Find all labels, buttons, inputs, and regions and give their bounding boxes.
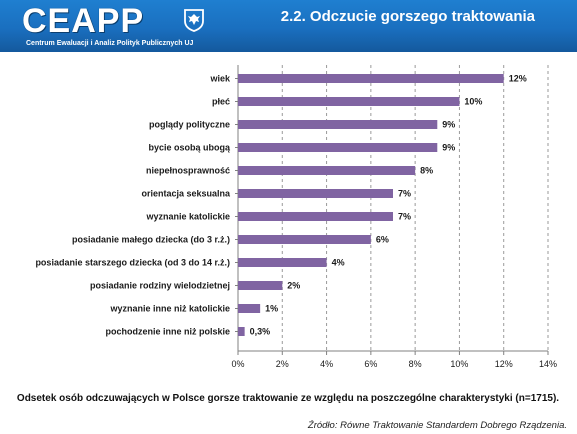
bar xyxy=(238,74,504,83)
eagle-emblem-icon xyxy=(184,9,204,32)
chart-caption: Odsetek osób odczuwających w Polsce gors… xyxy=(16,393,560,404)
value-label: 6% xyxy=(376,235,389,245)
x-tick-label: 4% xyxy=(320,359,333,369)
bar xyxy=(238,235,371,244)
value-label: 10% xyxy=(464,97,482,107)
category-label: posiadanie starszego dziecka (od 3 do 14… xyxy=(35,258,230,268)
category-label: niepełnosprawność xyxy=(146,166,230,176)
value-label: 8% xyxy=(420,166,433,176)
x-tick-label: 10% xyxy=(450,359,468,369)
value-label: 12% xyxy=(509,74,527,84)
bar xyxy=(238,258,327,267)
page-title: 2.2. Odczucie gorszego traktowania xyxy=(280,8,535,25)
category-label: pochodzenie inne niż polskie xyxy=(105,327,230,337)
bar xyxy=(238,166,416,175)
category-label: bycie osobą ubogą xyxy=(148,143,231,153)
category-label: orientacja seksualna xyxy=(141,189,231,199)
ceapp-logo: CEAPP Centrum Ewaluacji i Analiz Polityk… xyxy=(0,0,215,52)
x-tick-label: 0% xyxy=(231,359,244,369)
x-tick-label: 8% xyxy=(409,359,422,369)
category-label: posiadanie rodziny wielodzietnej xyxy=(90,281,230,291)
header-banner: CEAPP Centrum Ewaluacji i Analiz Polityk… xyxy=(0,0,577,52)
category-label: wyznanie katolickie xyxy=(145,212,230,222)
x-tick-label: 2% xyxy=(276,359,289,369)
bar xyxy=(238,143,438,152)
source-note: Źródło: Równe Traktowanie Standardem Dob… xyxy=(307,420,567,431)
bar-chart: 0% 2% 4% 6% 8% 10% 12% 14% wiek 12% płeć 10% poglądy… xyxy=(35,65,557,369)
x-tick-label: 14% xyxy=(539,359,557,369)
value-label: 7% xyxy=(398,189,411,199)
bar xyxy=(238,327,245,336)
value-label: 7% xyxy=(398,212,411,222)
value-label: 1% xyxy=(265,304,278,314)
x-tick-label: 12% xyxy=(495,359,513,369)
bar xyxy=(238,189,393,198)
bar xyxy=(238,97,460,106)
value-label: 4% xyxy=(332,258,345,268)
logo-subtitle: Centrum Ewaluacji i Analiz Polityk Publi… xyxy=(26,40,194,47)
value-label: 2% xyxy=(287,281,300,291)
logo-text: CEAPP xyxy=(22,2,145,40)
bar xyxy=(238,120,438,129)
category-label: wyznanie inne niż katolickie xyxy=(109,304,230,314)
bar xyxy=(238,212,393,221)
bar xyxy=(238,304,261,313)
category-label: wiek xyxy=(209,74,231,84)
category-label: poglądy polityczne xyxy=(149,120,230,130)
x-tick-label: 6% xyxy=(364,359,377,369)
category-label: płeć xyxy=(212,97,230,107)
value-label: 9% xyxy=(442,143,455,153)
category-label: posiadanie małego dziecka (do 3 r.ż.) xyxy=(72,235,230,245)
value-label: 9% xyxy=(442,120,455,130)
value-label: 0,3% xyxy=(250,327,271,337)
bar xyxy=(238,281,283,290)
